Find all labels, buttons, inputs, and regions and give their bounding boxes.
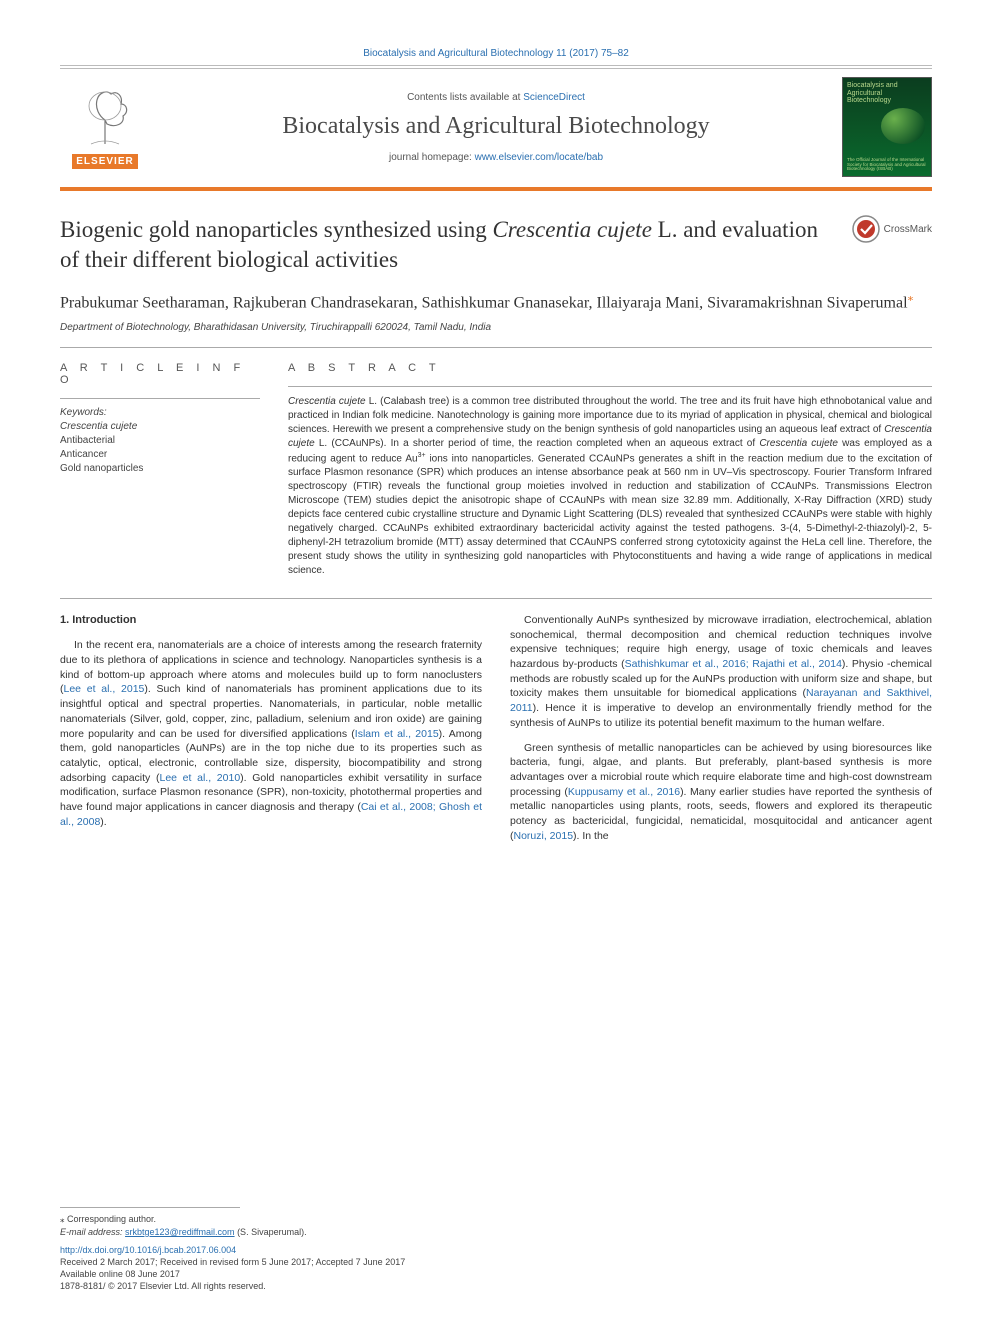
keyword: Gold nanoparticles <box>60 462 260 476</box>
corresponding-label: ⁎ Corresponding author. <box>60 1214 932 1225</box>
title-part1: Biogenic gold nanoparticles synthesized … <box>60 217 492 242</box>
paragraph: Green synthesis of metallic nanoparticle… <box>510 741 932 844</box>
crossmark-icon <box>852 215 880 243</box>
citation-link[interactable]: Sathishkumar et al., 2016; Rajathi et al… <box>625 658 842 670</box>
text-run: ). In the <box>573 830 609 842</box>
citation-link[interactable]: Lee et al., 2015 <box>64 683 145 695</box>
article-info-column: A R T I C L E I N F O Keywords: Crescent… <box>60 362 260 578</box>
author-list: Prabukumar Seetharaman, Rajkuberan Chand… <box>60 294 908 311</box>
keyword: Crescentia cujete <box>60 420 260 434</box>
elsevier-tree-icon <box>77 86 133 148</box>
citation-link[interactable]: Kuppusamy et al., 2016 <box>568 786 680 798</box>
citation-link[interactable]: Islam et al., 2015 <box>355 728 439 740</box>
email-label: E-mail address: <box>60 1227 125 1237</box>
citation-link[interactable]: Lee et al., 2010 <box>159 772 240 784</box>
paragraph: Conventionally AuNPs synthesized by micr… <box>510 613 932 731</box>
authors: Prabukumar Seetharaman, Rajkuberan Chand… <box>60 289 932 314</box>
crossmark-label: CrossMark <box>884 224 932 235</box>
citation-link[interactable]: Noruzi, 2015 <box>514 830 574 842</box>
masthead: ELSEVIER Contents lists available at Sci… <box>60 68 932 191</box>
cover-caption: The Official Journal of the Internationa… <box>847 158 927 172</box>
contents-prefix: Contents lists available at <box>407 92 523 103</box>
affiliation: Department of Biotechnology, Bharathidas… <box>60 322 932 333</box>
corresponding-marker: ⁎ <box>908 290 914 304</box>
abs-i3: Crescentia cujete <box>759 438 838 449</box>
keyword: Anticancer <box>60 448 260 462</box>
footer: ⁎ Corresponding author. E-mail address: … <box>60 1207 932 1293</box>
article-title: Biogenic gold nanoparticles synthesized … <box>60 215 820 275</box>
sciencedirect-link[interactable]: ScienceDirect <box>523 92 585 103</box>
title-species: Crescentia cujete <box>492 217 651 242</box>
citation-line: Biocatalysis and Agricultural Biotechnol… <box>60 48 932 59</box>
contents-line: Contents lists available at ScienceDirec… <box>150 92 842 103</box>
abs-sup: 3+ <box>418 452 426 459</box>
divider <box>60 1207 240 1208</box>
section-heading: 1. Introduction <box>60 613 482 628</box>
divider <box>60 347 932 348</box>
abstract-text: Crescentia cujete L. (Calabash tree) is … <box>288 395 932 578</box>
masthead-center: Contents lists available at ScienceDirec… <box>150 92 842 163</box>
abs-i1: Crescentia cujete <box>288 396 366 407</box>
publisher-wordmark: ELSEVIER <box>72 154 137 169</box>
keywords-list: Crescentia cujete Antibacterial Anticanc… <box>60 420 260 476</box>
divider <box>288 386 932 387</box>
abs-t4: ions into nanoparticles. Generated CCAuN… <box>288 453 932 576</box>
keyword: Antibacterial <box>60 434 260 448</box>
divider <box>60 65 932 66</box>
divider <box>60 398 260 399</box>
paragraph: In the recent era, nanomaterials are a c… <box>60 638 482 829</box>
text-run: ). Hence it is imperative to develop an … <box>510 702 932 729</box>
keywords-label: Keywords: <box>60 407 260 418</box>
abstract-heading: A B S T R A C T <box>288 362 932 374</box>
email-line: E-mail address: srkbtge123@rediffmail.co… <box>60 1227 932 1237</box>
cover-graphic <box>881 108 925 144</box>
doi-link[interactable]: http://dx.doi.org/10.1016/j.bcab.2017.06… <box>60 1245 932 1255</box>
email-suffix: (S. Sivaperumal). <box>235 1227 307 1237</box>
abs-t2: L. (CCAuNPs). In a shorter period of tim… <box>315 438 760 449</box>
crossmark-badge[interactable]: CrossMark <box>852 215 932 243</box>
homepage-line: journal homepage: www.elsevier.com/locat… <box>150 152 842 163</box>
body-text: 1. Introduction In the recent era, nanom… <box>60 613 932 846</box>
cover-title: Biocatalysis and Agricultural Biotechnol… <box>847 82 927 105</box>
article-info-heading: A R T I C L E I N F O <box>60 362 260 386</box>
copyright-line: 1878-8181/ © 2017 Elsevier Ltd. All righ… <box>60 1281 932 1291</box>
abstract-column: A B S T R A C T Crescentia cujete L. (Ca… <box>288 362 932 578</box>
journal-name: Biocatalysis and Agricultural Biotechnol… <box>150 113 842 140</box>
divider <box>60 598 932 599</box>
text-run: ). <box>100 816 106 828</box>
journal-cover: Biocatalysis and Agricultural Biotechnol… <box>842 77 932 177</box>
homepage-prefix: journal homepage: <box>389 152 475 163</box>
publisher-logo: ELSEVIER <box>60 86 150 169</box>
online-line: Available online 08 June 2017 <box>60 1269 932 1279</box>
abs-t1: L. (Calabash tree) is a common tree dist… <box>288 396 932 435</box>
email-link[interactable]: srkbtge123@rediffmail.com <box>125 1227 235 1237</box>
received-line: Received 2 March 2017; Received in revis… <box>60 1257 932 1267</box>
homepage-link[interactable]: www.elsevier.com/locate/bab <box>475 152 603 163</box>
